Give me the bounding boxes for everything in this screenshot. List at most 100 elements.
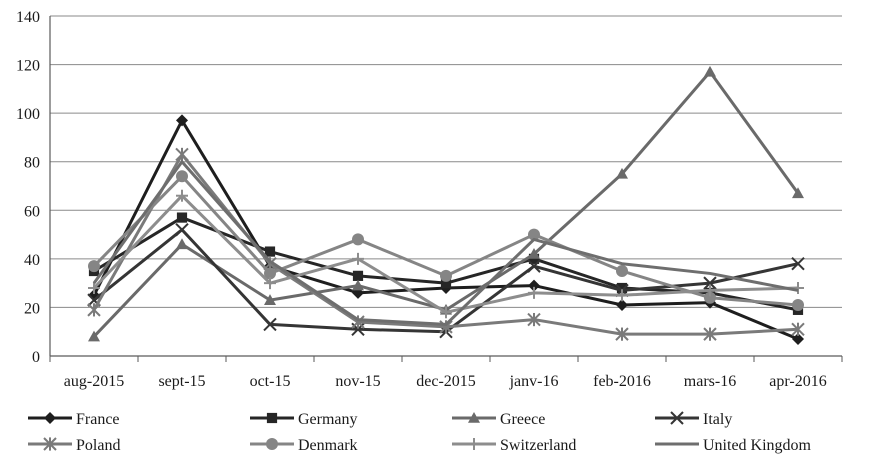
data-point-circle	[88, 260, 100, 273]
data-point-plus	[176, 189, 188, 202]
x-tick-label: oct-15	[250, 373, 291, 390]
data-point-asterisk	[527, 312, 541, 327]
y-tick-label: 120	[16, 58, 40, 75]
data-point-x	[703, 276, 717, 290]
marker-stroke	[670, 411, 684, 425]
data-point-circle	[616, 265, 628, 277]
legend-item-greece: Greece	[452, 411, 545, 428]
data-point-triangle	[176, 238, 188, 250]
x-tick-label: janv-16	[509, 373, 559, 390]
axes: 0 20 40 60 80 100 120 140 aug-2015 sept-15 oct-15 n…	[16, 9, 843, 390]
data-point-square	[440, 278, 452, 289]
legend-label: Switzerland	[500, 437, 576, 454]
x-tick-label: feb-2016	[593, 373, 651, 390]
data-point-circle	[264, 267, 276, 280]
data-point-diamond	[528, 279, 540, 292]
data-point-triangle	[264, 294, 276, 305]
data-point-x	[263, 317, 277, 332]
x-tick-label: dec-2015	[416, 373, 476, 390]
data-point-asterisk	[43, 437, 57, 451]
data-point-triangle	[792, 187, 804, 199]
data-point-plus	[88, 282, 100, 294]
legend-label: Germany	[298, 411, 358, 428]
data-point-diamond	[176, 114, 188, 127]
x-tick-label: nov-15	[335, 373, 380, 390]
series-greece	[88, 65, 804, 342]
data-point-plus	[528, 286, 540, 299]
data-point-triangle	[704, 65, 716, 77]
data-point-square	[264, 246, 276, 257]
marker-stroke	[527, 259, 541, 273]
data-point-triangle	[88, 330, 100, 342]
data-point-diamond	[44, 412, 56, 424]
data-point-x	[527, 259, 541, 273]
series-line-germany	[93, 216, 799, 312]
data-point-square	[266, 412, 278, 424]
data-point-diamond	[616, 299, 628, 311]
legend-item-united-kingdom: United Kingdom	[655, 437, 812, 454]
data-point-asterisk	[87, 303, 101, 317]
data-point-asterisk	[175, 147, 189, 162]
y-tick-label: 80	[24, 155, 40, 172]
data-point-triangle	[468, 412, 480, 423]
legend-item-switzerland: Switzerland	[452, 437, 576, 454]
data-point-asterisk	[791, 322, 805, 336]
marker-stroke	[703, 276, 717, 290]
legend-label: United Kingdom	[703, 437, 812, 454]
data-point-circle	[704, 291, 716, 304]
y-tick-label: 20	[24, 300, 40, 317]
x-tick-label: aug-2015	[64, 373, 124, 390]
data-point-plus	[616, 289, 628, 302]
data-point-x	[791, 257, 805, 271]
legend-item-denmark: Denmark	[250, 437, 358, 454]
data-point-circle	[528, 228, 540, 241]
legend-label: Greece	[500, 411, 545, 428]
data-point-circle	[176, 170, 188, 183]
data-point-triangle	[616, 167, 628, 179]
data-point-triangle	[528, 248, 540, 259]
series-line-united-kingdom	[92, 160, 799, 326]
marker-stroke	[791, 257, 805, 271]
data-point-plus	[264, 277, 276, 290]
data-point-asterisk	[703, 327, 717, 341]
data-point-x	[175, 223, 189, 237]
y-tick-label: 60	[24, 203, 40, 220]
marker-stroke	[87, 293, 101, 307]
legend-label: Denmark	[298, 437, 358, 454]
data-point-circle	[440, 269, 452, 282]
data-point-plus	[352, 252, 364, 265]
marker-stroke	[263, 317, 277, 332]
legend-item-germany: Germany	[250, 411, 358, 428]
x-tick-label: apr-2016	[769, 373, 826, 390]
gridlines	[50, 15, 842, 308]
series-switzerland	[88, 189, 804, 319]
x-tick-label: sept-15	[158, 373, 205, 390]
data-point-square	[176, 212, 188, 223]
data-point-square	[616, 282, 628, 294]
series-denmark	[88, 170, 804, 311]
y-tick-label: 40	[24, 252, 40, 269]
data-point-plus	[440, 306, 452, 319]
legend-item-france: France	[28, 411, 120, 428]
data-point-square	[528, 253, 540, 264]
legend-label: France	[76, 411, 120, 428]
data-point-plus	[704, 284, 716, 297]
data-point-circle	[266, 438, 278, 450]
legend-item-poland: Poland	[28, 437, 120, 454]
legend-label: Poland	[76, 437, 120, 454]
data-point-plus	[468, 438, 480, 450]
legend: France Germany Greece Italy Poland Denmark Swi…	[28, 411, 812, 454]
data-point-x	[670, 411, 684, 425]
y-tick-label: 140	[16, 9, 40, 26]
series-line-greece	[92, 70, 800, 338]
series-united-kingdom	[92, 160, 799, 326]
data-point-square	[352, 270, 364, 281]
legend-item-italy: Italy	[655, 411, 732, 428]
legend-label: Italy	[703, 411, 732, 428]
marker-stroke	[175, 223, 189, 237]
data-point-triangle	[352, 279, 364, 291]
x-tick-label: mars-16	[684, 373, 736, 390]
y-tick-label: 100	[16, 106, 40, 123]
